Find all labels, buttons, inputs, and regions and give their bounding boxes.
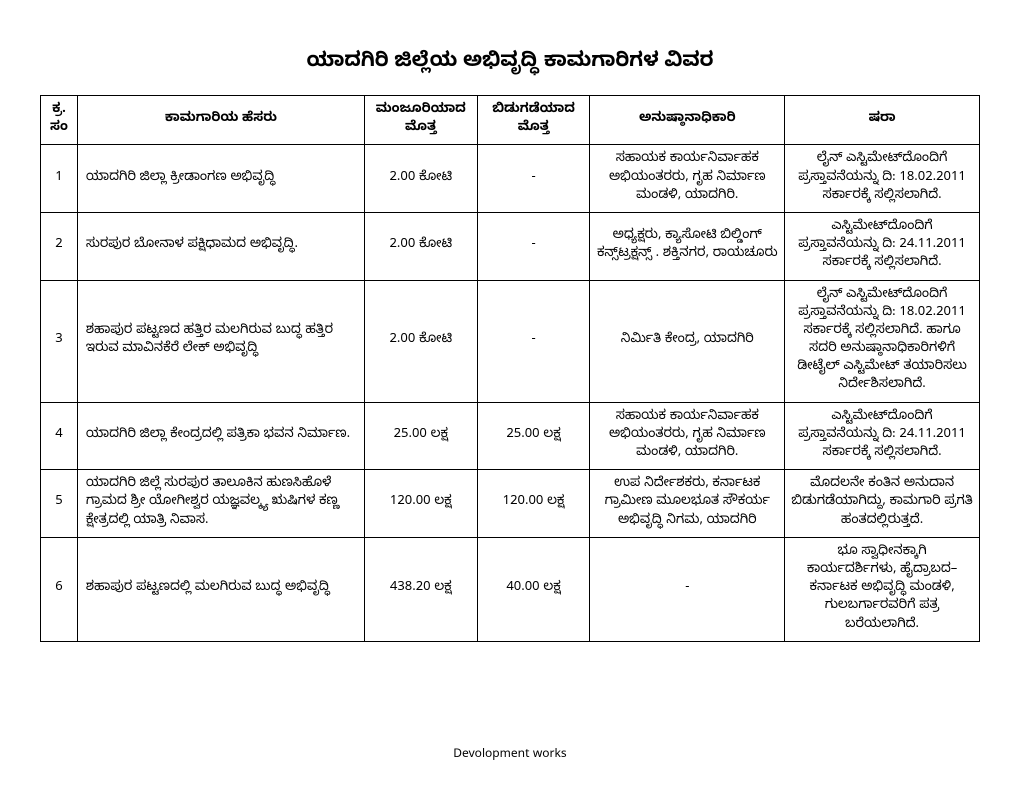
cell-authority: ಸಹಾಯಕ ಕಾರ್ಯನಿರ್ವಾಹಕ ಅಭಿಯಂತರರು, ಗೃಹ ನಿರ್ಮ… xyxy=(590,402,785,470)
cell-sl: 2 xyxy=(41,212,78,280)
cell-released: 120.00 ಲಕ್ಷ xyxy=(477,470,590,538)
table-row: 6ಶಹಾಪುರ ಪಟ್ಟಣದಲ್ಲಿ ಮಲಗಿರುವ ಬುದ್ಧ ಅಭಿವೃದ್… xyxy=(41,537,980,641)
cell-sanctioned: 120.00 ಲಕ್ಷ xyxy=(364,470,477,538)
header-remarks: ಷರಾ xyxy=(785,96,980,145)
cell-remarks: ಭೂ ಸ್ವಾಧೀನಕ್ಕಾಗಿ ಕಾರ್ಯದರ್ಶಿಗಳು, ಹೈದ್ರಾಬದ… xyxy=(785,537,980,641)
cell-remarks: ಲೈನ್ ಎಸ್ಟಿಮೇಟ್‌ದೊಂದಿಗೆ ಪ್ರಸ್ತಾವನೆಯನ್ನು ದ… xyxy=(785,280,980,402)
cell-name: ಶಹಾಪುರ ಪಟ್ಟಣದ ಹತ್ತಿರ ಮಲಗಿರುವ ಬುದ್ಧ ಹತ್ತಿ… xyxy=(77,280,364,402)
cell-sanctioned: 438.20 ಲಕ್ಷ xyxy=(364,537,477,641)
table-header: ಕ್ರ.ಸಂ ಕಾಮಗಾರಿಯ ಹೆಸರು ಮಂಜೂರಿಯಾದ ಮೊತ್ತ ಬಿ… xyxy=(41,96,980,145)
cell-sl: 3 xyxy=(41,280,78,402)
cell-authority: ನಿರ್ಮಿತಿ ಕೇಂದ್ರ, ಯಾದಗಿರಿ xyxy=(590,280,785,402)
cell-authority: ಅಧ್ಯಕ್ಷರು, ಕ್ಯಾಸೋಟಿ ಬಿಲ್ಡಿಂಗ್ ಕನ್ಸ್‌ಟ್ರಕ… xyxy=(590,212,785,280)
cell-name: ಯಾದಗಿರಿ ಜಿಲ್ಲೆ ಸುರಪುರ ತಾಲೂಕಿನ ಹುಣಸಿಹೊಳೆ … xyxy=(77,470,364,538)
cell-remarks: ಲೈನ್ ಎಸ್ಟಿಮೇಟ್‌ದೊಂದಿಗೆ ಪ್ರಸ್ತಾವನೆಯನ್ನು ದ… xyxy=(785,145,980,213)
table-row: 5ಯಾದಗಿರಿ ಜಿಲ್ಲೆ ಸುರಪುರ ತಾಲೂಕಿನ ಹುಣಸಿಹೊಳೆ… xyxy=(41,470,980,538)
cell-remarks: ಮೊದಲನೇ ಕಂತಿನ ಅನುದಾನ ಬಿಡುಗಡೆಯಾಗಿದ್ದು, ಕಾಮ… xyxy=(785,470,980,538)
cell-authority: ಸಹಾಯಕ ಕಾರ್ಯನಿರ್ವಾಹಕ ಅಭಿಯಂತರರು, ಗೃಹ ನಿರ್ಮ… xyxy=(590,145,785,213)
cell-name: ಯಾದಗಿರಿ ಜಿಲ್ಲಾ ಕ್ರೀಡಾಂಗಣ ಅಭಿವೃದ್ಧಿ xyxy=(77,145,364,213)
cell-released: - xyxy=(477,145,590,213)
header-sl: ಕ್ರ.ಸಂ xyxy=(41,96,78,145)
cell-released: 25.00 ಲಕ್ಷ xyxy=(477,402,590,470)
table-row: 2ಸುರಪುರ ಬೋನಾಳ ಪಕ್ಷಿಧಾಮದ ಅಭಿವೃದ್ಧಿ.2.00 ಕ… xyxy=(41,212,980,280)
cell-sanctioned: 2.00 ಕೋಟಿ xyxy=(364,280,477,402)
cell-sanctioned: 2.00 ಕೋಟಿ xyxy=(364,212,477,280)
header-authority: ಅನುಷ್ಠಾನಾಧಿಕಾರಿ xyxy=(590,96,785,145)
works-table: ಕ್ರ.ಸಂ ಕಾಮಗಾರಿಯ ಹೆಸರು ಮಂಜೂರಿಯಾದ ಮೊತ್ತ ಬಿ… xyxy=(40,95,980,642)
table-row: 3ಶಹಾಪುರ ಪಟ್ಟಣದ ಹತ್ತಿರ ಮಲಗಿರುವ ಬುದ್ಧ ಹತ್ತ… xyxy=(41,280,980,402)
cell-name: ಶಹಾಪುರ ಪಟ್ಟಣದಲ್ಲಿ ಮಲಗಿರುವ ಬುದ್ಧ ಅಭಿವೃದ್ಧ… xyxy=(77,537,364,641)
cell-sl: 5 xyxy=(41,470,78,538)
cell-remarks: ಎಸ್ಟಿಮೇಟ್‌ದೊಂದಿಗೆ ಪ್ರಸ್ತಾವನೆಯನ್ನು ದಿ: 24… xyxy=(785,212,980,280)
cell-released: - xyxy=(477,280,590,402)
cell-sanctioned: 25.00 ಲಕ್ಷ xyxy=(364,402,477,470)
header-sanctioned: ಮಂಜೂರಿಯಾದ ಮೊತ್ತ xyxy=(364,96,477,145)
cell-sl: 4 xyxy=(41,402,78,470)
page-footer: Devolopment works xyxy=(0,748,1020,764)
cell-name: ಸುರಪುರ ಬೋನಾಳ ಪಕ್ಷಿಧಾಮದ ಅಭಿವೃದ್ಧಿ. xyxy=(77,212,364,280)
page-title: ಯಾದಗಿರಿ ಜಿಲ್ಲೆಯ ಅಭಿವೃದ್ಧಿ ಕಾಮಗಾರಿಗಳ ವಿವರ xyxy=(40,50,980,77)
cell-sl: 6 xyxy=(41,537,78,641)
cell-authority: - xyxy=(590,537,785,641)
cell-remarks: ಎಸ್ಟಿಮೇಟ್‌ದೊಂದಿಗೆ ಪ್ರಸ್ತಾವನೆಯನ್ನು ದಿ: 24… xyxy=(785,402,980,470)
cell-released: - xyxy=(477,212,590,280)
cell-sanctioned: 2.00 ಕೋಟಿ xyxy=(364,145,477,213)
cell-authority: ಉಪ ನಿರ್ದೇಶಕರು, ಕರ್ನಾಟಕ ಗ್ರಾಮೀಣ ಮೂಲಭೂತ ಸೌ… xyxy=(590,470,785,538)
document-page: ಯಾದಗಿರಿ ಜಿಲ್ಲೆಯ ಅಭಿವೃದ್ಧಿ ಕಾಮಗಾರಿಗಳ ವಿವರ… xyxy=(0,0,1020,788)
cell-sl: 1 xyxy=(41,145,78,213)
cell-name: ಯಾದಗಿರಿ ಜಿಲ್ಲಾ ಕೇಂದ್ರದಲ್ಲಿ ಪತ್ರಿಕಾ ಭವನ ನ… xyxy=(77,402,364,470)
table-row: 4ಯಾದಗಿರಿ ಜಿಲ್ಲಾ ಕೇಂದ್ರದಲ್ಲಿ ಪತ್ರಿಕಾ ಭವನ … xyxy=(41,402,980,470)
header-name: ಕಾಮಗಾರಿಯ ಹೆಸರು xyxy=(77,96,364,145)
table-body: 1ಯಾದಗಿರಿ ಜಿಲ್ಲಾ ಕ್ರೀಡಾಂಗಣ ಅಭಿವೃದ್ಧಿ2.00 … xyxy=(41,145,980,641)
table-row: 1ಯಾದಗಿರಿ ಜಿಲ್ಲಾ ಕ್ರೀಡಾಂಗಣ ಅಭಿವೃದ್ಧಿ2.00 … xyxy=(41,145,980,213)
cell-released: 40.00 ಲಕ್ಷ xyxy=(477,537,590,641)
header-released: ಬಿಡುಗಡೆಯಾದ ಮೊತ್ತ xyxy=(477,96,590,145)
